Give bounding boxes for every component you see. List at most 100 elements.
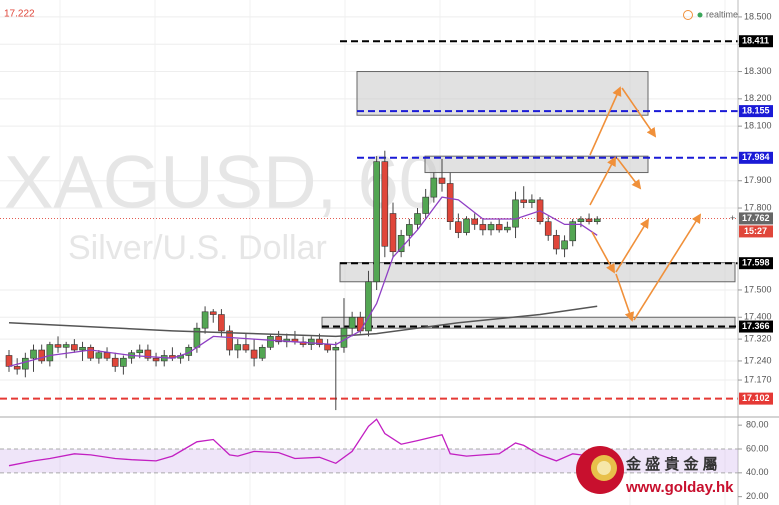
- y-tick-label: 18.300: [744, 66, 772, 76]
- realtime-label: realtime: [706, 9, 738, 19]
- candle-body: [406, 224, 413, 236]
- candle-body: [332, 346, 340, 351]
- y-tick-label: 17.170: [744, 374, 772, 384]
- candle-body: [553, 235, 560, 250]
- level-label: 17.984: [742, 152, 770, 162]
- candle-body: [226, 330, 233, 351]
- candle-body: [561, 240, 568, 250]
- level-label: 18.411: [742, 36, 769, 46]
- rsi-line: [8, 418, 598, 467]
- candle-body: [389, 213, 397, 253]
- zone: [339, 262, 736, 283]
- arrow: [616, 157, 642, 190]
- candle-body: [30, 349, 37, 359]
- arrow: [621, 87, 657, 138]
- logo: 金 盛 貴 金 屬 www.golday.hk: [576, 446, 734, 496]
- rsi-tick-label: 80.00: [746, 420, 769, 430]
- level-label-box: [739, 105, 773, 118]
- candle-body: [414, 213, 421, 225]
- level-label: 18.155: [742, 105, 770, 115]
- level-label-box: [739, 320, 773, 333]
- arrow: [589, 86, 622, 156]
- level-label-box: [739, 35, 773, 48]
- y-tick-label: 17.320: [744, 333, 772, 343]
- plus-sign: +: [730, 213, 735, 223]
- candle-body: [22, 357, 29, 370]
- top-left-value: 17.222: [4, 9, 35, 20]
- last-price-label: 17.762: [742, 213, 770, 223]
- candle-body: [504, 226, 511, 231]
- candle-body: [103, 352, 111, 359]
- level-label-box: [739, 151, 773, 164]
- candle-body: [446, 183, 454, 222]
- arrow: [633, 213, 702, 321]
- candle-body: [463, 218, 470, 233]
- zone: [356, 71, 649, 116]
- countdown-box: [739, 225, 773, 238]
- candle-body: [144, 349, 152, 359]
- rsi-tick-label: 60.00: [746, 443, 769, 453]
- candle-body: [46, 344, 54, 362]
- candle-body: [152, 357, 160, 362]
- grid: [0, 0, 738, 505]
- candle-body: [438, 177, 446, 184]
- scenario-arrows: [589, 86, 702, 322]
- candle-body: [430, 177, 438, 198]
- candle-body: [275, 336, 282, 343]
- candle-body: [62, 344, 70, 348]
- level-label-box: [739, 257, 773, 270]
- y-tick-label: 17.240: [744, 355, 772, 365]
- candle-body: [357, 316, 364, 332]
- candle-body: [455, 221, 462, 233]
- watermark-name: Silver/U.S. Dollar: [68, 229, 327, 267]
- rsi-tick-label: 20.00: [746, 491, 769, 501]
- logo-name: 金 盛 貴 金 屬: [625, 455, 718, 473]
- candle-body: [258, 346, 266, 359]
- candle-body: [316, 338, 323, 345]
- candle-body: [267, 336, 274, 348]
- candle-body: [218, 314, 225, 332]
- candle-body: [71, 344, 78, 351]
- indicator-lines: [8, 196, 598, 368]
- last-price-box: [739, 212, 773, 225]
- candle-body: [520, 199, 528, 203]
- y-tick-label: 18.200: [744, 93, 772, 103]
- ma-slow-line: [8, 305, 598, 338]
- candle-body: [569, 221, 577, 242]
- level-label: 17.366: [742, 321, 770, 331]
- arrow: [615, 218, 650, 273]
- candle-body: [324, 344, 331, 351]
- zones: [321, 71, 736, 329]
- y-tick-label: 17.900: [744, 175, 772, 185]
- candle-body: [54, 344, 62, 348]
- level-label: 17.102: [742, 393, 770, 403]
- candle-body: [495, 224, 503, 231]
- rsi-tick-label: 40.00: [746, 467, 769, 477]
- countdown-label: 15:27: [744, 226, 767, 236]
- candle-body: [487, 224, 495, 231]
- clock-icon: [683, 10, 693, 20]
- candle-body: [136, 349, 144, 354]
- arrow: [589, 156, 616, 206]
- candle-body: [307, 338, 315, 345]
- y-tick-label: 17.500: [744, 284, 772, 294]
- candle-body: [471, 218, 478, 225]
- candle-body: [381, 161, 389, 247]
- arrow: [591, 231, 615, 274]
- candle-body: [13, 366, 21, 370]
- candle-body: [348, 316, 356, 329]
- candle-body: [544, 221, 552, 236]
- levels: [0, 40, 738, 400]
- candle-body: [111, 357, 119, 367]
- level-label: 17.598: [742, 258, 770, 268]
- ma-fast-line: [8, 196, 598, 368]
- y-tick-label: 18.500: [744, 11, 772, 21]
- candle-body: [87, 346, 94, 359]
- candle-body: [512, 199, 519, 228]
- rsi-band: [0, 448, 738, 473]
- candle-body: [209, 311, 217, 315]
- zone: [424, 155, 649, 174]
- y-tick-label: 17.400: [744, 312, 772, 322]
- logo-url: www.golday.hk: [625, 479, 734, 496]
